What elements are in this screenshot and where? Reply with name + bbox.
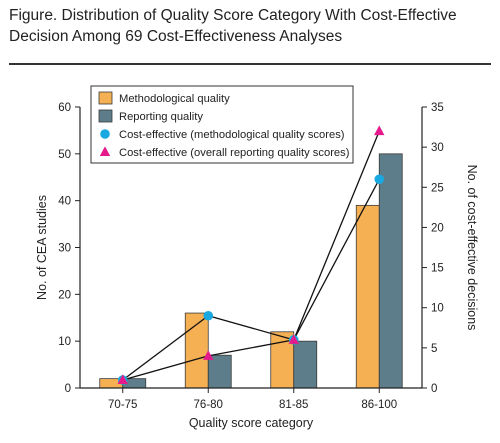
y-axis-label-left: No. of CEA studies <box>35 195 49 300</box>
y-right-tick-label: 5 <box>431 343 437 355</box>
x-tick-label: 70-75 <box>108 399 137 411</box>
y-right-tick-label: 0 <box>431 383 437 395</box>
figure-title: Figure. Distribution of Quality Score Ca… <box>9 7 457 45</box>
legend-label: Cost-effective (overall reporting qualit… <box>119 147 350 159</box>
bar-reporting-quality <box>293 340 318 389</box>
bar-reporting-quality <box>207 354 232 389</box>
legend-swatch-reporting <box>98 109 113 123</box>
marker-circle-cost-effective-methodological <box>203 310 214 321</box>
legend-swatch-methodological <box>98 91 113 105</box>
legend-label: Methodological quality <box>119 93 230 105</box>
y-right-tick-label: 35 <box>431 102 444 114</box>
legend-label: Reporting quality <box>119 111 203 123</box>
connector-line-methodological <box>293 178 380 341</box>
connector-line-methodological <box>208 315 294 341</box>
y-right-tick-label: 10 <box>431 303 444 315</box>
markers-layer <box>117 125 385 385</box>
legend-label: Cost-effective (methodological quality s… <box>119 129 345 141</box>
x-tick-label: 76-80 <box>194 399 223 411</box>
bars-layer <box>99 153 403 389</box>
y-right-tick-label: 20 <box>431 222 444 234</box>
y-left-tick-label: 40 <box>58 196 71 208</box>
axes-layer: 0 10 20 30 40 50 60 0 5 10 15 20 25 30 35 70-75 76-80 81-… <box>35 102 479 430</box>
y-right-tick-label: 25 <box>431 182 444 194</box>
x-tick-label: 81-85 <box>279 399 308 411</box>
legend: Methodological quality Reporting quality C… <box>90 85 354 164</box>
connector-lines-layer <box>122 130 380 381</box>
bar-methodological-quality <box>355 204 380 389</box>
y-left-tick-label: 60 <box>58 102 71 114</box>
marker-triangle-cost-effective-reporting <box>203 350 214 360</box>
y-left-tick-label: 20 <box>58 289 71 301</box>
y-left-tick-label: 0 <box>65 383 71 395</box>
y-axis-label-right: No. of cost-effective decisions <box>465 165 479 331</box>
marker-triangle-cost-effective-reporting <box>374 125 385 136</box>
marker-triangle-cost-effective-reporting <box>288 334 299 344</box>
y-right-tick-label: 30 <box>431 142 444 154</box>
y-left-tick-label: 30 <box>58 243 71 255</box>
connector-line-methodological <box>122 315 209 381</box>
title-divider <box>9 63 491 65</box>
connector-line-reporting <box>122 355 209 381</box>
y-left-tick-label: 10 <box>58 336 71 348</box>
legend-marker-circle <box>100 129 110 139</box>
connector-line-reporting <box>208 339 294 357</box>
marker-circle-cost-effective-methodological <box>374 174 385 185</box>
marker-triangle-cost-effective-reporting <box>117 374 128 384</box>
bar-reporting-quality <box>378 153 403 389</box>
connector-line-reporting <box>293 130 380 341</box>
legend-box <box>90 85 354 164</box>
x-axis-label: Quality score category <box>189 416 314 430</box>
legend-marker-triangle <box>99 146 111 156</box>
x-tick-label: 86-100 <box>361 399 397 411</box>
y-right-tick-label: 15 <box>431 263 444 275</box>
y-left-tick-label: 50 <box>58 149 71 161</box>
